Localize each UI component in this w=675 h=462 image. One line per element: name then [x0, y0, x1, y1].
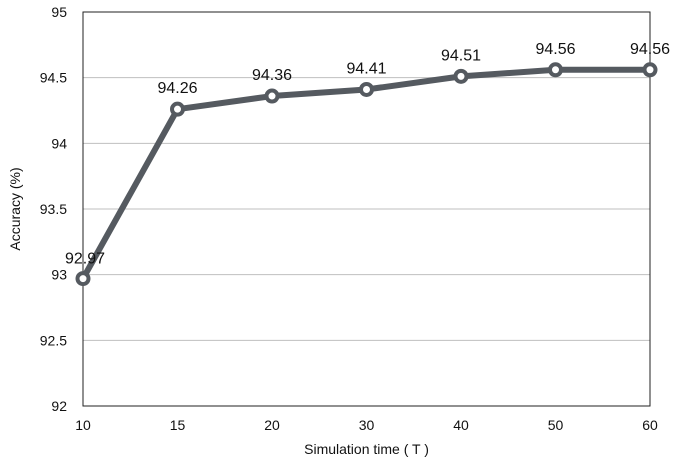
data-labels: 92.97 94.26 94.36 94.41 94.51 94.56 94.56	[65, 41, 670, 268]
y-tick-label-6: 95	[51, 4, 67, 20]
data-label-0: 92.97	[65, 251, 105, 268]
x-axis-title: Simulation time ( T )	[304, 441, 429, 457]
x-tick-label-4: 40	[453, 417, 469, 433]
gridlines	[83, 77, 650, 341]
x-axis-tick-labels: 10 15 20 30 40 50 60	[75, 417, 658, 433]
data-point-4	[453, 68, 469, 84]
y-tick-label-0: 92	[51, 398, 67, 414]
x-tick-label-5: 50	[548, 417, 564, 433]
x-tick-label-0: 10	[75, 417, 91, 433]
y-tick-label-5: 94.5	[40, 70, 67, 86]
data-label-3: 94.41	[346, 60, 386, 77]
data-point-3	[359, 81, 374, 97]
data-point-0	[75, 271, 91, 287]
x-tick-label-3: 30	[359, 417, 375, 433]
y-tick-label-2: 93	[51, 267, 67, 283]
x-tick-label-2: 20	[264, 417, 280, 433]
y-axis-tick-labels: 92 92.5 93 93.5 94 94.5 95	[40, 4, 67, 414]
data-label-2: 94.36	[252, 67, 292, 84]
data-point-5	[548, 62, 563, 78]
series-line	[80, 66, 653, 282]
data-point-1	[170, 101, 185, 117]
y-tick-label-1: 92.5	[40, 332, 67, 348]
plot-frame	[82, 11, 651, 407]
y-tick-label-4: 94	[51, 135, 67, 151]
x-tick-label-6: 60	[642, 417, 658, 433]
y-tick-label-3: 93.5	[40, 201, 67, 217]
data-label-6: 94.56	[630, 41, 670, 58]
data-label-5: 94.56	[535, 41, 575, 58]
data-label-4: 94.51	[441, 47, 481, 64]
data-point-2	[264, 88, 280, 104]
data-point-6	[642, 62, 658, 78]
y-axis-title: Accuracy (%)	[7, 167, 23, 250]
x-tick-label-1: 15	[170, 417, 186, 433]
data-label-1: 94.26	[157, 80, 197, 97]
series-markers	[75, 62, 658, 287]
